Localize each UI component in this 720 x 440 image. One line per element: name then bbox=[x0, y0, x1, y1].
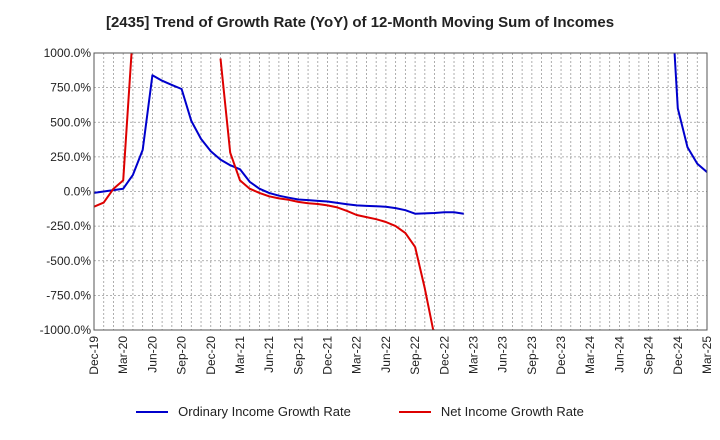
series-line-net-income bbox=[707, 0, 720, 181]
x-tick-label: Mar-22 bbox=[350, 336, 364, 374]
x-tick-label: Dec-22 bbox=[437, 336, 451, 375]
y-tick-label: 250.0% bbox=[50, 150, 91, 164]
x-tick-label: Mar-23 bbox=[466, 336, 480, 374]
legend-label-ordinary-income: Ordinary Income Growth Rate bbox=[178, 404, 351, 419]
series-line-ordinary-income bbox=[94, 74, 464, 215]
chart-legend: Ordinary Income Growth Rate Net Income G… bbox=[0, 404, 720, 419]
chart-title: [2435] Trend of Growth Rate (YoY) of 12-… bbox=[105, 14, 615, 31]
series-group bbox=[94, 0, 720, 330]
x-tick-label: Dec-19 bbox=[87, 336, 101, 375]
x-tick-label: Jun-21 bbox=[262, 336, 276, 373]
y-tick-label: -250.0% bbox=[46, 219, 91, 233]
y-tick-label: 0.0% bbox=[64, 185, 92, 199]
x-tick-label: Dec-23 bbox=[554, 336, 568, 375]
legend-item-net-income: Net Income Growth Rate bbox=[398, 404, 584, 419]
y-tick-label: 500.0% bbox=[50, 115, 91, 129]
x-tick-label: Sep-23 bbox=[525, 336, 539, 375]
y-tick-label: -750.0% bbox=[46, 288, 91, 302]
y-tick-label: -1000.0% bbox=[40, 323, 92, 337]
y-tick-label: 1000.0% bbox=[44, 46, 92, 60]
x-tick-label: Mar-25 bbox=[700, 336, 714, 374]
x-tick-label: Jun-23 bbox=[496, 336, 510, 373]
plot-area bbox=[94, 53, 707, 330]
x-tick-label: Sep-21 bbox=[291, 336, 305, 375]
series-line-ordinary-income bbox=[673, 53, 707, 174]
x-tick-label: Dec-24 bbox=[671, 336, 685, 375]
legend-swatch-ordinary-income bbox=[136, 410, 169, 413]
x-tick-label: Sep-24 bbox=[642, 336, 656, 375]
x-tick-label: Sep-20 bbox=[175, 336, 189, 375]
x-tick-label: Mar-24 bbox=[583, 336, 597, 374]
y-tick-label: -500.0% bbox=[46, 254, 91, 268]
x-tick-label: Jun-24 bbox=[612, 336, 626, 373]
x-tick-label: Dec-21 bbox=[321, 336, 335, 375]
legend-label-net-income: Net Income Growth Rate bbox=[440, 404, 584, 419]
x-tick-label: Jun-22 bbox=[379, 336, 393, 373]
x-tick-label: Dec-20 bbox=[204, 336, 218, 375]
x-tick-label: Mar-21 bbox=[233, 336, 247, 374]
series-line-net-income bbox=[219, 58, 435, 330]
legend-item-ordinary-income: Ordinary Income Growth Rate bbox=[136, 404, 351, 419]
series-line-net-income bbox=[94, 53, 133, 208]
plot-border bbox=[93, 52, 708, 331]
x-tick-label: Jun-20 bbox=[145, 336, 159, 373]
y-tick-label: 750.0% bbox=[50, 81, 91, 95]
x-tick-label: Sep-22 bbox=[408, 336, 422, 375]
x-tick-label: Mar-20 bbox=[116, 336, 130, 374]
legend-swatch-net-income bbox=[398, 410, 431, 413]
